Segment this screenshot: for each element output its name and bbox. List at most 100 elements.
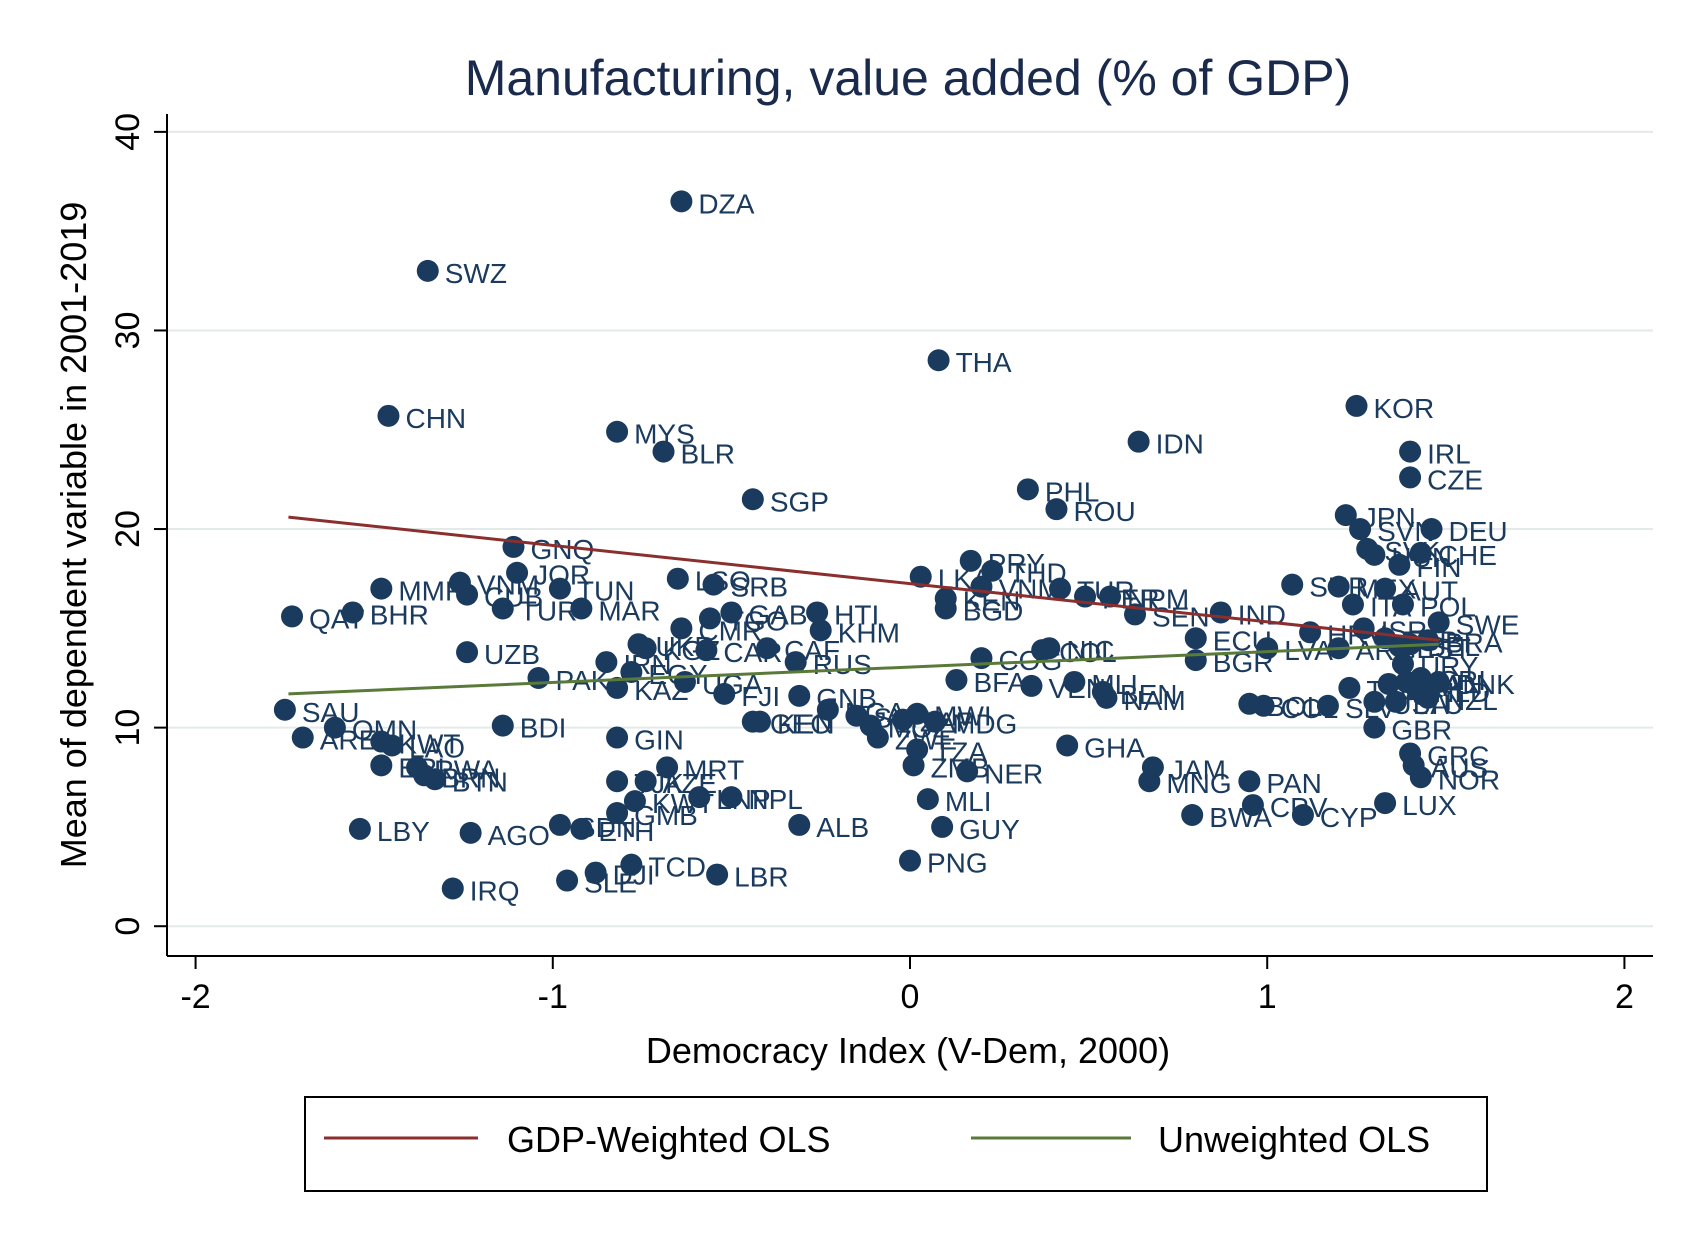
point-label: COL	[1059, 637, 1117, 668]
data-point	[584, 861, 607, 884]
data-point	[788, 813, 811, 836]
point-label: BEN	[1120, 679, 1178, 710]
point-label: SEN	[1152, 601, 1210, 632]
data-point	[899, 849, 921, 872]
point-label: BWA	[1209, 802, 1272, 833]
point-label: TTO	[1366, 675, 1421, 706]
data-point	[1341, 593, 1364, 616]
point-label: MWI	[934, 701, 992, 732]
legend: GDP-Weighted OLS Unweighted OLS	[304, 1096, 1488, 1192]
data-point	[902, 754, 925, 777]
point-label: GIN	[634, 725, 684, 756]
point-label: NOR	[1438, 764, 1500, 795]
data-point	[527, 666, 550, 689]
point-label: BGD	[963, 595, 1024, 626]
point-label: KAZ	[634, 675, 688, 706]
data-point	[970, 647, 993, 670]
data-point	[784, 651, 807, 674]
data-point	[1420, 518, 1443, 541]
data-point	[595, 651, 618, 674]
chart-title: Manufacturing, value added (% of GDP)	[465, 50, 1352, 106]
data-point	[934, 597, 957, 620]
point-label: CHE	[1438, 540, 1497, 571]
point-label: BRA	[1445, 627, 1503, 658]
data-point	[806, 601, 829, 624]
data-point	[656, 756, 679, 779]
data-point	[756, 637, 779, 660]
data-point	[1399, 466, 1422, 489]
point-label: MRT	[684, 754, 744, 785]
data-point	[1138, 770, 1161, 793]
y-tick-label: 30	[109, 312, 147, 350]
data-point	[620, 853, 643, 876]
point-label: LBR	[734, 862, 788, 893]
data-point	[1095, 686, 1118, 709]
data-point	[924, 710, 947, 733]
point-label: CHN	[405, 403, 466, 434]
data-point	[713, 682, 736, 705]
data-point	[459, 821, 482, 844]
data-point	[1363, 543, 1386, 566]
data-point	[423, 768, 446, 791]
legend-label-unweighted: Unweighted OLS	[1158, 1119, 1430, 1160]
point-label: COL	[1281, 693, 1339, 724]
y-tick-label: 10	[109, 709, 147, 747]
data-point	[1409, 766, 1432, 789]
data-point	[491, 714, 514, 737]
x-tick-label: 0	[901, 978, 920, 1016]
point-label: GRC	[1427, 740, 1489, 771]
point-label: MNG	[1166, 768, 1231, 799]
data-point	[706, 863, 729, 886]
point-label: MAR	[598, 595, 660, 626]
data-point	[670, 190, 693, 213]
data-point	[1409, 541, 1432, 564]
point-label: CAR	[723, 637, 782, 668]
data-point	[698, 607, 721, 630]
point-label: ARG	[1356, 635, 1417, 666]
point-label: BFA	[973, 667, 1026, 698]
data-point	[1241, 794, 1264, 817]
data-point	[1049, 577, 1072, 600]
data-point	[570, 817, 593, 840]
point-label: SWE	[1456, 609, 1520, 640]
plot-background	[167, 114, 1653, 956]
point-label: IRL	[1427, 439, 1471, 470]
data-point	[381, 734, 404, 757]
data-point	[281, 605, 304, 628]
legend-label-weighted: GDP-Weighted OLS	[507, 1119, 830, 1160]
point-label: PAN	[1266, 768, 1322, 799]
data-point	[623, 790, 646, 813]
point-label: NZL	[1445, 685, 1498, 716]
unweighted-ols-line	[288, 642, 1439, 696]
point-label: FIN	[1416, 552, 1461, 583]
data-point	[341, 601, 364, 624]
data-point	[1252, 694, 1275, 717]
point-label: PNG	[927, 848, 988, 879]
y-tick-label: 20	[109, 510, 147, 548]
x-tick-label: -1	[538, 978, 568, 1016]
point-label: LTU	[1413, 689, 1464, 720]
point-label: IND	[1238, 599, 1286, 630]
point-label: KEN	[777, 709, 835, 740]
data-point	[927, 349, 950, 372]
point-label: SWZ	[445, 258, 507, 289]
data-point	[1016, 478, 1039, 501]
point-label: NLD	[1434, 677, 1490, 708]
point-label: AUS	[1431, 752, 1489, 783]
point-label: LNP	[716, 784, 770, 815]
data-point	[456, 641, 479, 664]
data-point	[1045, 498, 1068, 521]
point-label: AGO	[488, 820, 550, 851]
point-label: NER	[984, 758, 1043, 789]
point-label: LSO	[695, 566, 751, 597]
data-point	[1427, 611, 1450, 634]
x-tick-label: 1	[1258, 978, 1277, 1016]
data-point	[1184, 627, 1207, 650]
data-point	[606, 770, 629, 793]
x-tick-label: 2	[1615, 978, 1634, 1016]
point-label: TZA	[934, 736, 987, 767]
data-point	[1345, 394, 1368, 417]
data-point	[1127, 430, 1150, 453]
point-label: GUY	[959, 814, 1020, 845]
